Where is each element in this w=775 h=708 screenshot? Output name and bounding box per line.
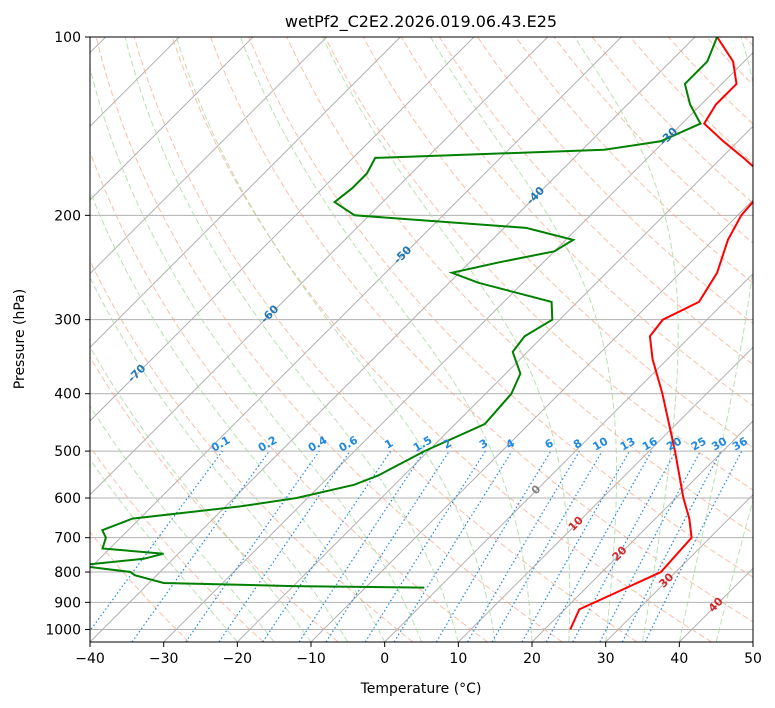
isotherm-gridline [90,37,549,496]
x-tick-label: 40 [670,651,688,667]
moist-adiabat [124,37,459,642]
moist-adiabat [574,37,679,642]
dry-adiabat [90,150,488,642]
x-tick-label: −40 [75,651,105,667]
mixing-ratio-line [435,450,552,642]
x-tick-label: 30 [597,651,615,667]
mixing-ratio-line [521,450,631,642]
moist-adiabat [90,276,349,642]
isotherm-gridline [90,37,254,201]
y-tick-label: 300 [54,313,81,329]
x-tick-label: −10 [296,651,326,667]
mixing-ratio-line [298,450,425,642]
isotherm-gridline [90,37,622,570]
dry-adiabat [210,37,753,623]
mixing-ratio-label: 6 [543,436,556,451]
dry-adiabat [90,445,264,642]
dry-adiabat [438,37,753,366]
y-tick-label: 1000 [45,622,81,638]
dry-adiabat [90,259,414,642]
dry-adiabat [90,356,339,642]
isotherm-gridline [384,272,753,642]
moist-adiabat [239,37,533,642]
moist-adiabat [715,498,753,642]
mixing-ratio-line [90,450,223,632]
mixing-ratio-label: 4 [504,436,517,451]
x-tick-label: 50 [744,651,762,667]
x-tick-label: 10 [449,651,467,667]
isotherm-gridline [457,346,753,642]
y-tick-label: 400 [54,387,81,403]
y-tick-label: 900 [54,595,81,611]
moist-adiabat [90,65,422,642]
isotherm-gridline [163,51,753,642]
isotherm-gridline [236,125,753,642]
dry-adiabat [744,37,753,47]
isotherm-gridline [752,641,753,642]
temperature-profile-line [569,37,753,630]
x-axis-label: Temperature (°C) [360,681,482,697]
moist-adiabat [90,345,312,642]
dry-adiabat [133,37,638,642]
chart-title: wetPf2_C2E2.2026.019.06.43.E25 [285,12,557,32]
plot-frame [89,36,754,643]
mixing-ratio-line [393,450,513,642]
y-tick-label: 500 [54,444,81,460]
x-tick-label: 20 [523,651,541,667]
mixing-ratio-line [644,450,743,642]
moist-adiabat [90,189,386,642]
mixing-ratio-line [131,450,270,642]
mixing-ratio-line [185,450,320,642]
moist-adiabat [90,458,238,642]
mixing-ratio-line [466,450,580,642]
y-axis-label: Pressure (hPa) [12,289,28,389]
y-tick-label: 600 [54,491,81,507]
mixing-ratio-line [262,450,392,642]
x-tick-label: 0 [380,651,389,667]
isotherm-gridline [90,37,328,275]
isotherm-gridline [90,37,696,642]
x-tick-label: −20 [223,651,253,667]
mixing-ratio-line [545,450,653,642]
isotherm-gridline [90,37,475,422]
moist-adiabat [678,37,753,642]
moist-adiabat [430,37,617,642]
isotherm-gridline [310,199,753,642]
moist-adiabat [175,37,496,642]
moist-adiabat [90,405,275,642]
isotherm-gridline [90,37,401,349]
y-tick-label: 100 [54,30,81,46]
isotherm-gridline [531,420,753,642]
y-tick-label: 800 [54,565,81,581]
dry-adiabat [248,37,753,578]
dry-adiabat [95,37,563,642]
moist-adiabat [322,37,571,642]
dry-adiabat [668,37,753,125]
dewpoint-profile-line [90,37,719,589]
dry-adiabat [286,37,753,534]
dry-adiabat [171,37,712,642]
isotherm-gridline [678,567,753,642]
dry-adiabat [90,531,190,642]
dry-adiabat [515,37,753,284]
dry-adiabat [706,37,753,86]
x-tick-label: −30 [149,651,179,667]
mixing-ratio-line [572,450,677,642]
mixing-ratio-line [218,450,351,642]
dry-adiabat [400,37,753,407]
mixing-ratio-line [325,450,450,642]
isotherm-label: 10 [566,513,586,533]
y-tick-label: 200 [54,208,81,224]
isotherm-gridline [605,493,753,642]
y-tick-label: 700 [54,531,81,547]
mixing-ratio-label: 3 [477,437,490,452]
